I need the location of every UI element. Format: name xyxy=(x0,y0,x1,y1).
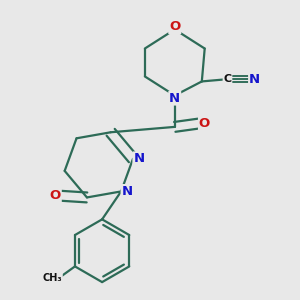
Text: N: N xyxy=(133,152,145,165)
Text: CH₃: CH₃ xyxy=(43,273,62,283)
Text: C: C xyxy=(224,74,232,84)
Text: O: O xyxy=(50,189,61,202)
Text: N: N xyxy=(169,92,180,105)
Text: O: O xyxy=(199,117,210,130)
Text: N: N xyxy=(122,185,133,198)
Text: N: N xyxy=(249,73,260,86)
Text: O: O xyxy=(169,20,180,33)
